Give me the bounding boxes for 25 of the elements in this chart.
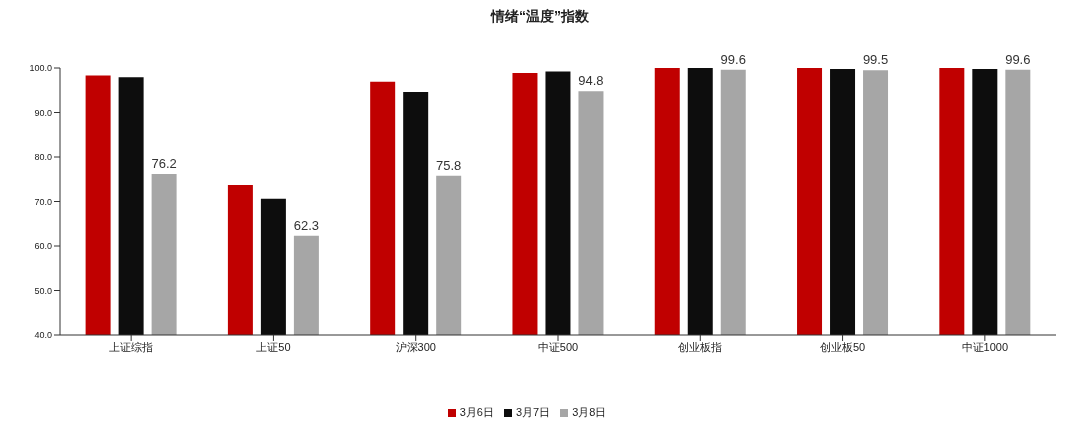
data-label: 99.5: [862, 52, 889, 68]
y-tick-label: 40.0: [34, 330, 52, 341]
x-tick-label: 中证1000: [961, 340, 1009, 353]
data-label: 94.8: [578, 73, 604, 89]
y-tick-label: 50.0: [34, 285, 52, 296]
x-tick-label: 上证50: [256, 340, 291, 353]
chart-title: 情绪“温度”指数: [489, 8, 590, 26]
x-tick-label: 沪深300: [395, 340, 436, 353]
data-label: 76.2: [151, 155, 177, 171]
data-label: 62.3: [293, 217, 320, 233]
legend-label: 3月7日: [515, 406, 551, 418]
x-tick-label: 上证综指: [109, 340, 154, 353]
x-tick-label: 创业板50: [819, 340, 866, 353]
legend-label: 3月6日: [459, 406, 494, 418]
x-tick-label: 创业板指: [678, 340, 723, 353]
y-tick-label: 100.0: [29, 63, 52, 74]
data-label: 75.8: [436, 157, 462, 173]
y-tick-label: 90.0: [34, 107, 52, 118]
y-tick-label: 80.0: [34, 152, 52, 163]
legend-label: 3月8日: [572, 406, 607, 418]
data-label: 99.6: [1005, 51, 1031, 67]
data-label: 99.6: [720, 51, 746, 67]
y-tick-label: 60.0: [34, 241, 52, 252]
x-tick-label: 中证500: [537, 340, 579, 353]
y-tick-label: 70.0: [34, 196, 52, 207]
